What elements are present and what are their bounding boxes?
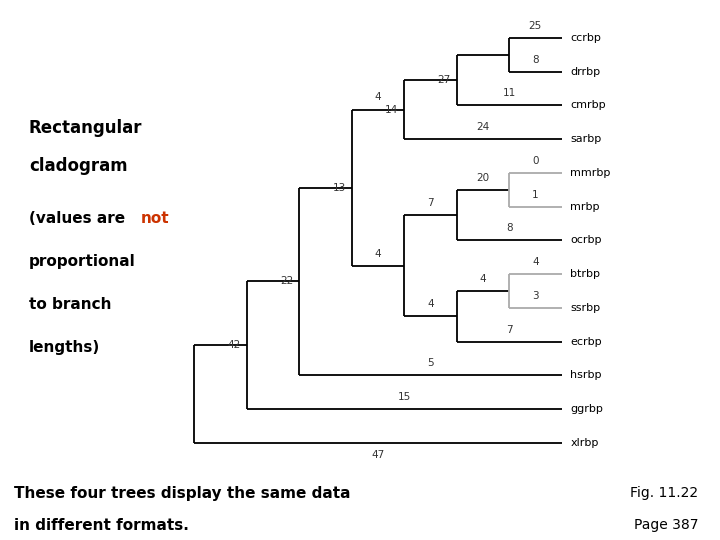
Text: 24: 24 [477,122,490,132]
Text: 42: 42 [228,340,241,350]
Text: 4: 4 [374,248,382,259]
Text: 20: 20 [477,173,490,183]
Text: mrbp: mrbp [570,201,600,212]
Text: 4: 4 [532,257,539,267]
Text: sarbp: sarbp [570,134,601,144]
Text: 0: 0 [532,156,539,166]
Text: ssrbp: ssrbp [570,303,600,313]
Text: btrbp: btrbp [570,269,600,279]
Text: 27: 27 [438,75,451,85]
Text: hsrbp: hsrbp [570,370,602,380]
Text: Fig. 11.22: Fig. 11.22 [630,486,698,500]
Text: 22: 22 [280,276,294,286]
Text: Rectangular: Rectangular [29,119,143,137]
Text: ggrbp: ggrbp [570,404,603,414]
Text: 7: 7 [506,325,513,334]
Text: Page 387: Page 387 [634,518,698,532]
Text: 5: 5 [427,358,433,368]
Text: ccrbp: ccrbp [570,33,601,43]
Text: These four trees display the same data: These four trees display the same data [14,486,351,501]
Text: 11: 11 [503,88,516,98]
Text: 15: 15 [397,392,411,402]
Text: proportional: proportional [29,254,135,269]
Text: 1: 1 [532,190,539,199]
Text: (values are: (values are [29,211,130,226]
Text: xlrbp: xlrbp [570,438,598,448]
Text: 25: 25 [528,21,542,31]
Text: ecrbp: ecrbp [570,336,602,347]
Text: ocrbp: ocrbp [570,235,602,245]
Text: 4: 4 [427,299,433,309]
Text: not: not [140,211,169,226]
Text: cladogram: cladogram [29,157,127,174]
Text: lengths): lengths) [29,340,100,355]
Text: 13: 13 [333,183,346,193]
Text: to branch: to branch [29,297,112,312]
Text: cmrbp: cmrbp [570,100,606,110]
Text: mmrbp: mmrbp [570,168,611,178]
Text: 47: 47 [372,450,384,460]
Text: in different formats.: in different formats. [14,518,189,534]
Text: drrbp: drrbp [570,66,600,77]
Text: 8: 8 [532,55,539,64]
Text: 7: 7 [427,198,433,208]
Text: 14: 14 [385,105,398,114]
Text: 4: 4 [480,274,486,284]
Text: 8: 8 [506,223,513,233]
Text: 3: 3 [532,291,539,301]
Text: 4: 4 [374,92,382,103]
